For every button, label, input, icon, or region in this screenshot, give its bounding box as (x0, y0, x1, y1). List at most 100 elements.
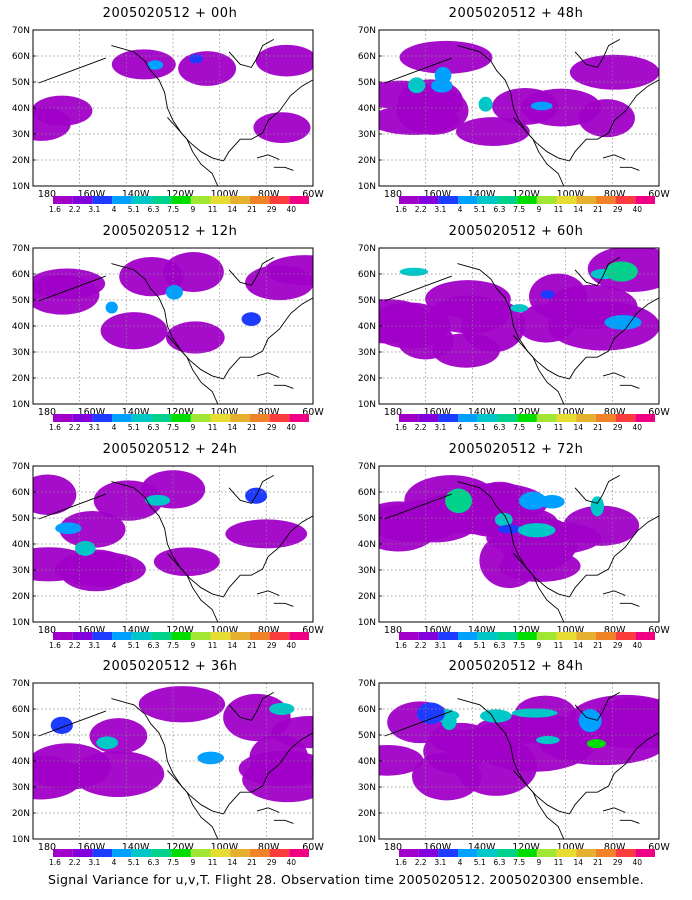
colorbar-swatch (151, 414, 172, 422)
variance-contour (138, 686, 226, 723)
colorbar-label: 1.6 (49, 205, 61, 214)
coastline (38, 493, 106, 520)
variance-contour (445, 488, 472, 514)
map-panel: 2005020512 + 60h 10N 20N 30N 40N 50N 60N 70N 180… (346, 218, 686, 433)
coastline (167, 335, 219, 404)
variance-map: 10N 20N 30N 40N 50N 60N 70N 180 160W 140W 120W 100W… (12, 26, 325, 214)
variance-contour (529, 273, 587, 320)
colorbar-swatch (92, 849, 113, 857)
variance-contour (536, 735, 560, 745)
colorbar-swatch (131, 196, 152, 204)
colorbar-swatch (112, 849, 132, 857)
coastline (256, 590, 280, 596)
longitude-label: 120W (512, 407, 540, 418)
variance-contour (590, 496, 605, 517)
colorbar-label: 21 (593, 858, 603, 867)
colorbar-label: 11 (554, 858, 564, 867)
coastline (384, 57, 452, 84)
latitude-label: 50N (358, 514, 376, 524)
colorbar-label: 7.5 (167, 858, 179, 867)
colorbar-label: 3.1 (434, 641, 446, 650)
colorbar-swatch (536, 196, 557, 204)
colorbar-label: 9 (190, 423, 195, 432)
colorbar-label: 21 (593, 205, 603, 214)
variance-contour (578, 99, 635, 138)
colorbar-swatch (576, 414, 596, 422)
colorbar-label: 4 (458, 205, 463, 214)
colorbar-label: 29 (267, 205, 277, 214)
colorbar-swatch (399, 849, 419, 857)
coastline (223, 79, 313, 162)
panel-title: 2005020512 + 84h (448, 659, 584, 674)
variance-contour (379, 744, 424, 776)
colorbar-label: 6.3 (147, 205, 159, 214)
variance-contour (33, 275, 100, 315)
colorbar-swatch (458, 632, 478, 640)
coastline (167, 117, 219, 186)
latitude-label: 40N (12, 322, 30, 332)
longitude-label: 80W (604, 842, 626, 853)
latitude-label: 70N (358, 679, 376, 689)
variance-contour (540, 290, 555, 299)
map-panel: 2005020512 + 84h 10N 20N 30N 40N 50N 60N 70N 180… (346, 653, 686, 868)
map-panel: 2005020512 + 36h 10N 20N 30N 40N 50N 60N 70N 180… (0, 653, 340, 868)
colorbar-label: 11 (554, 423, 564, 432)
latitude-label: 20N (358, 156, 376, 166)
longitude-label: 100W (211, 625, 239, 636)
colorbar-swatch (249, 414, 270, 422)
colorbar-swatch (418, 196, 439, 204)
latitude-label: 10N (358, 400, 376, 410)
longitude-label: 160W (78, 625, 106, 636)
colorbar-label: 1.6 (49, 858, 61, 867)
colorbar-swatch (477, 849, 498, 857)
colorbar-swatch (399, 632, 419, 640)
map-panel: 2005020512 + 12h 10N 20N 30N 40N 50N 60N 70N 180… (0, 218, 340, 433)
coastline (619, 819, 640, 824)
colorbar-label: 6.3 (493, 858, 505, 867)
colorbar-label: 4 (458, 858, 463, 867)
colorbar-swatch (289, 196, 309, 204)
colorbar-swatch (190, 849, 211, 857)
latitude-label: 60N (358, 52, 376, 62)
latitude-label: 60N (358, 488, 376, 498)
colorbar-label: 14 (227, 858, 237, 867)
coastline (513, 117, 565, 186)
colorbar-swatch (536, 632, 557, 640)
variance-map: 10N 20N 30N 40N 50N 60N 70N 180 160W 140W 120W 100W… (358, 679, 671, 867)
variance-contour (105, 301, 118, 314)
variance-map: 10N 20N 30N 40N 50N 60N 70N 180 160W 140W 120W 100W… (358, 244, 671, 432)
variance-contour (479, 709, 512, 723)
latitude-label: 30N (12, 130, 30, 140)
longitude-label: 100W (211, 842, 239, 853)
colorbar-swatch (269, 632, 290, 640)
colorbar-swatch (458, 849, 478, 857)
coastline (256, 807, 280, 813)
latitude-label: 10N (12, 618, 30, 628)
latitude-label: 70N (358, 462, 376, 472)
variance-contour (408, 77, 426, 94)
colorbar-swatch (112, 196, 132, 204)
coastline (223, 515, 313, 598)
colorbar-swatch (289, 414, 309, 422)
colorbar-swatch (615, 196, 636, 204)
variance-contour (165, 285, 183, 300)
colorbar-label: 2.2 (415, 205, 427, 214)
colorbar-swatch (72, 632, 93, 640)
colorbar-swatch (517, 414, 537, 422)
latitude-label: 20N (358, 592, 376, 602)
colorbar-label: 9 (536, 858, 541, 867)
variance-contour (586, 739, 607, 749)
colorbar-label: 4 (458, 423, 463, 432)
variance-contour (33, 474, 77, 515)
coastline (256, 154, 280, 160)
longitude-label: 60W (302, 407, 324, 418)
panel-title: 2005020512 + 72h (448, 442, 584, 457)
colorbar-label: 6.3 (147, 641, 159, 650)
colorbar-swatch (92, 196, 113, 204)
variance-contour (245, 265, 313, 301)
variance-contour (165, 321, 225, 354)
longitude-label: 80W (258, 189, 280, 200)
variance-contour (434, 66, 452, 85)
colorbar-swatch (497, 632, 518, 640)
longitude-label: 120W (166, 842, 194, 853)
